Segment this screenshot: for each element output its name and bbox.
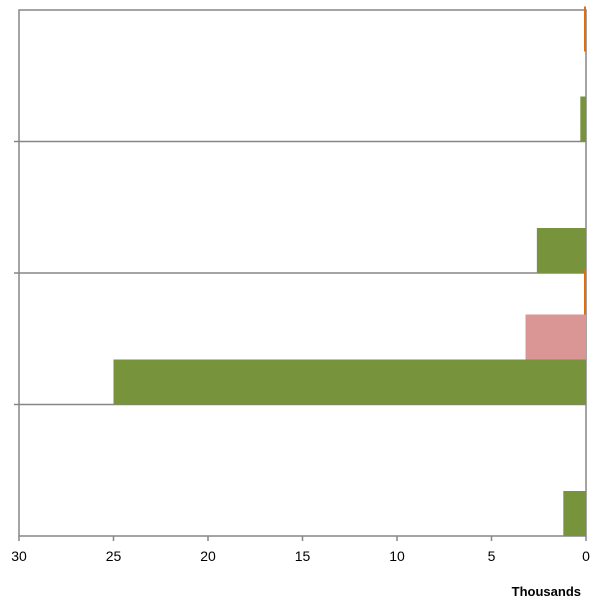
x-tick-label: 15: [295, 548, 311, 564]
x-tick-label: 30: [11, 548, 27, 564]
bar: [584, 269, 586, 315]
x-tick-label: 25: [106, 548, 122, 564]
x-tick-label: 20: [200, 548, 216, 564]
bar: [113, 359, 586, 405]
x-axis-units-label: Thousands: [512, 584, 581, 599]
bar-series: [113, 6, 586, 536]
bar: [563, 491, 586, 536]
x-tick-label: 10: [389, 548, 405, 564]
bar: [525, 314, 586, 360]
x-tick-label: 0: [582, 548, 590, 564]
bar: [580, 96, 586, 142]
x-axis-ticks: 30 25 20 15 10 5 0: [11, 536, 590, 564]
bar: [584, 6, 586, 52]
bar: [536, 228, 586, 273]
x-tick-label: 5: [488, 548, 496, 564]
